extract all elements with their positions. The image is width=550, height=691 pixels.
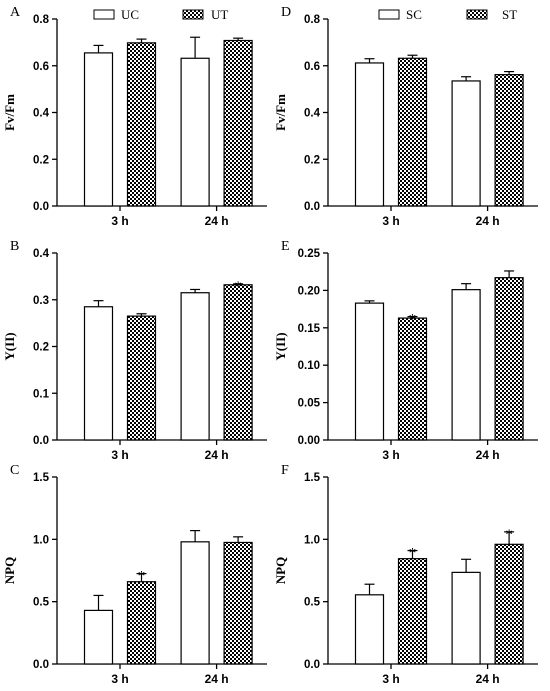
significance-marker: * bbox=[409, 546, 417, 562]
bar-uc bbox=[180, 541, 210, 665]
y-tick-label: 0.6 bbox=[304, 61, 320, 73]
y-tick-label: 0.5 bbox=[304, 597, 321, 609]
bar-sc bbox=[354, 302, 385, 441]
bar-ut bbox=[223, 541, 253, 665]
panel-letter: D bbox=[281, 5, 291, 20]
y-tick-label: 0.2 bbox=[33, 154, 49, 166]
bar-st bbox=[494, 74, 524, 207]
bar-sc bbox=[354, 594, 385, 665]
x-tick-label: 24 h bbox=[205, 672, 229, 686]
panel-e: E 0.00 0.05 0.10 0.15 0.20 0.25 Y(II) 3 h * 24 h bbox=[273, 239, 538, 462]
bar-uc bbox=[83, 52, 114, 207]
legend-label-treatment: ST bbox=[502, 7, 517, 22]
bar-ut bbox=[126, 42, 157, 207]
y-tick-label: 0.4 bbox=[33, 248, 50, 260]
y-tick-label: 1.5 bbox=[304, 472, 321, 484]
bar-ut bbox=[223, 39, 253, 207]
bar-uc bbox=[180, 57, 210, 207]
x-tick-label: 24 h bbox=[476, 448, 500, 462]
panel-f: F 0.0 0.5 1.0 1.5 NPQ 3 h * 24 h * bbox=[273, 463, 538, 686]
y-axis-title: Y(II) bbox=[273, 332, 288, 360]
legend-swatch-control bbox=[378, 9, 400, 20]
x-tick-label: 3 h bbox=[382, 672, 399, 686]
x-tick-label: 3 h bbox=[111, 448, 128, 462]
y-axis-title: NPQ bbox=[2, 557, 17, 584]
legend-label-control: SC bbox=[406, 7, 422, 22]
y-tick-label: 0.4 bbox=[304, 108, 321, 120]
y-tick-label: 0.20 bbox=[298, 285, 320, 297]
panel-letter: E bbox=[281, 239, 290, 254]
y-tick-label: 0.0 bbox=[304, 659, 320, 671]
bar-ut bbox=[126, 315, 157, 441]
y-tick-label: 0.15 bbox=[298, 323, 321, 335]
y-tick-label: 0.0 bbox=[33, 435, 49, 447]
y-tick-label: 0.1 bbox=[33, 388, 50, 400]
x-tick-label: 24 h bbox=[205, 214, 229, 228]
panel-d: D 0.0 0.2 0.4 0.6 0.8 Fv/Fm 3 h 24 h bbox=[273, 5, 538, 228]
y-tick-label: 0.2 bbox=[304, 154, 320, 166]
y-tick-label: 0.5 bbox=[33, 597, 50, 609]
y-tick-label: 1.0 bbox=[304, 534, 320, 546]
panel-letter: F bbox=[281, 463, 289, 478]
y-tick-label: 0.10 bbox=[298, 360, 320, 372]
y-axis-title: Fv/Fm bbox=[273, 94, 288, 131]
x-tick-label: 24 h bbox=[205, 448, 229, 462]
legend-swatch-treatment bbox=[466, 9, 488, 20]
y-tick-label: 0.3 bbox=[33, 295, 49, 307]
bar-ut bbox=[223, 284, 253, 441]
y-tick-label: 0.0 bbox=[33, 659, 49, 671]
bar-ut bbox=[126, 581, 157, 665]
y-tick-label: 0.6 bbox=[33, 61, 49, 73]
panel-a: A 0.0 0.2 0.4 0.6 0.8 Fv/Fm 3 h 24 h bbox=[2, 5, 267, 228]
legend-swatch-treatment bbox=[182, 9, 204, 20]
significance-marker: * bbox=[409, 312, 417, 328]
legend-swatch-control bbox=[93, 9, 115, 20]
x-tick-label: 3 h bbox=[382, 448, 399, 462]
bar-sc bbox=[451, 571, 481, 665]
significance-marker: * bbox=[505, 527, 513, 543]
y-tick-label: 0.8 bbox=[304, 14, 321, 26]
y-tick-label: 0.25 bbox=[298, 248, 321, 260]
bar-st bbox=[494, 543, 524, 665]
panel-letter: A bbox=[10, 5, 21, 20]
legend-label-treatment: UT bbox=[211, 7, 228, 22]
y-axis-title: Y(II) bbox=[2, 332, 17, 360]
legend-left: UC UT bbox=[93, 7, 228, 22]
x-tick-label: 3 h bbox=[111, 214, 128, 228]
x-tick-label: 3 h bbox=[111, 672, 128, 686]
x-tick-label: 24 h bbox=[476, 214, 500, 228]
legend-right: SC ST bbox=[378, 7, 517, 22]
bar-sc bbox=[451, 289, 481, 441]
bar-sc bbox=[451, 80, 481, 207]
bar-sc bbox=[354, 62, 385, 207]
y-tick-label: 0.8 bbox=[33, 14, 50, 26]
panel-letter: B bbox=[10, 239, 19, 254]
y-tick-label: 0.05 bbox=[298, 398, 321, 410]
y-axis-title: NPQ bbox=[273, 557, 288, 584]
y-tick-label: 0.00 bbox=[298, 435, 320, 447]
significance-marker: * bbox=[138, 569, 146, 585]
bar-st bbox=[397, 317, 428, 441]
bar-uc bbox=[83, 609, 114, 665]
panel-b: B 0.0 0.1 0.2 0.3 0.4 Y(II) 3 h 24 h * bbox=[2, 239, 267, 462]
x-tick-label: 24 h bbox=[476, 672, 500, 686]
panel-letter: C bbox=[10, 463, 19, 478]
legend-label-control: UC bbox=[121, 7, 139, 22]
x-tick-label: 3 h bbox=[382, 214, 399, 228]
y-tick-label: 0.2 bbox=[33, 342, 49, 354]
y-tick-label: 1.5 bbox=[33, 472, 50, 484]
y-tick-label: 1.0 bbox=[33, 534, 49, 546]
bar-uc bbox=[83, 306, 114, 441]
bar-st bbox=[397, 57, 428, 207]
y-tick-label: 0.0 bbox=[304, 201, 320, 213]
y-tick-label: 0.4 bbox=[33, 108, 50, 120]
significance-marker: * bbox=[234, 279, 242, 295]
panel-c: C 0.0 0.5 1.0 1.5 NPQ 3 h * 24 h bbox=[2, 463, 267, 686]
bar-uc bbox=[180, 292, 210, 441]
bar-st bbox=[397, 558, 428, 665]
bar-st bbox=[494, 277, 524, 441]
y-tick-label: 0.0 bbox=[33, 201, 49, 213]
y-axis-title: Fv/Fm bbox=[2, 94, 17, 131]
